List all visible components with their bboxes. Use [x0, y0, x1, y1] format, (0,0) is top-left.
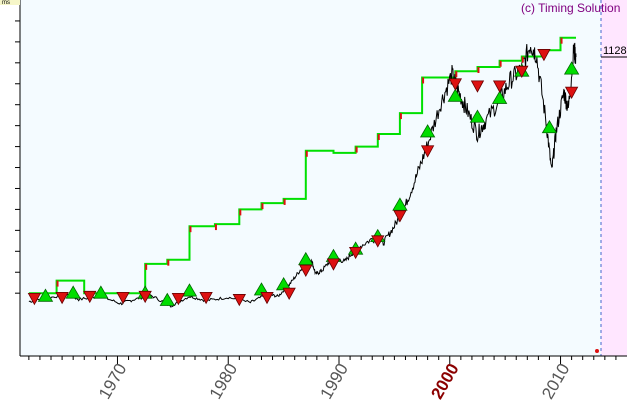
up-signal-marker	[181, 283, 198, 297]
down-signal-marker	[515, 65, 529, 79]
down-signal-marker	[371, 235, 385, 248]
down-signal-marker	[492, 80, 507, 93]
up-signal-marker	[541, 119, 558, 134]
corner-label: ms	[2, 0, 10, 6]
down-signal-marker	[232, 294, 246, 307]
corner-box	[0, 0, 20, 5]
down-signal-marker	[448, 78, 462, 91]
down-signal-marker	[348, 246, 363, 260]
future-zone	[601, 0, 627, 356]
down-signal-marker	[564, 86, 579, 99]
down-signal-marker	[83, 290, 97, 304]
up-signal-marker	[563, 61, 580, 75]
up-signal-marker	[159, 292, 176, 306]
down-signal-marker	[326, 258, 341, 271]
plot-area	[20, 0, 601, 356]
down-signal-marker	[27, 293, 42, 306]
current-point-dot	[595, 349, 599, 353]
up-signal-marker	[447, 88, 464, 102]
down-signal-marker	[393, 210, 407, 223]
down-signal-marker	[470, 80, 485, 93]
up-signal-marker	[469, 109, 486, 123]
watermark: (c) Timing Solution	[521, 1, 620, 15]
down-signal-marker	[282, 287, 296, 301]
down-signal-marker	[138, 290, 152, 304]
y-ticks	[15, 20, 20, 294]
down-signal-marker	[55, 291, 69, 305]
last-value-label: 1128	[603, 45, 627, 57]
up-signal-marker	[65, 285, 81, 299]
down-signal-marker	[420, 145, 435, 158]
down-signal-marker	[171, 293, 186, 306]
up-signal-marker	[37, 288, 54, 302]
step-series-line	[28, 36, 576, 295]
down-signal-marker	[260, 291, 274, 305]
up-signal-marker	[392, 197, 408, 211]
up-signal-marker	[298, 251, 314, 266]
up-signal-marker	[93, 285, 109, 299]
up-signal-marker	[419, 124, 436, 138]
down-signal-marker	[116, 291, 130, 305]
down-signal-marker	[299, 264, 313, 277]
up-signal-marker	[491, 90, 508, 104]
down-signal-marker	[199, 291, 213, 305]
down-signal-marker	[537, 49, 551, 62]
signal-markers	[27, 37, 599, 353]
